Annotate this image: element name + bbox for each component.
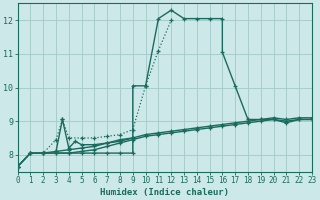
X-axis label: Humidex (Indice chaleur): Humidex (Indice chaleur) (100, 188, 229, 197)
